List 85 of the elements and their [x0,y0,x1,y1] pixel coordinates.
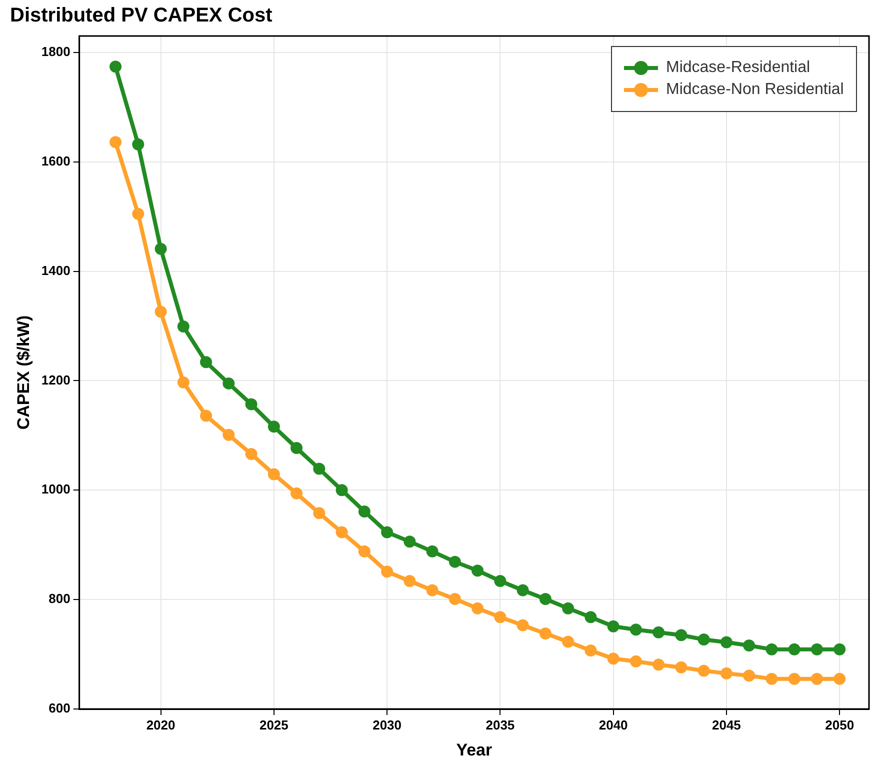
point [584,611,597,624]
point [562,636,574,648]
point [472,564,484,577]
point [177,376,190,388]
legend-label: Midcase-Residential [666,59,810,77]
point [516,584,529,596]
point [426,545,438,558]
y-tick-label: 800 [48,591,70,606]
point [290,442,303,454]
point [652,626,665,638]
point [630,624,642,636]
point [743,670,756,682]
point [766,672,778,685]
y-tick-label: 600 [48,700,70,716]
point [472,602,484,614]
point [675,629,688,642]
point [154,242,167,255]
point [834,643,846,656]
y-tick-label: 1200 [41,372,70,388]
point [154,306,167,318]
point [562,602,574,614]
point [448,556,461,568]
point [788,672,800,685]
point [494,574,506,587]
point [404,536,416,548]
x-tick-label: 2035 [486,717,515,732]
x-tick-label: 2050 [825,717,854,732]
point [607,620,620,632]
point [584,644,597,656]
point [358,505,370,518]
point [448,593,461,606]
point [516,619,529,632]
point [313,462,326,475]
point [539,627,552,640]
point [426,584,438,596]
point [720,667,732,680]
point [539,593,552,606]
x-tick-label: 2040 [598,717,628,732]
point [381,566,394,578]
x-tick-label: 2025 [259,717,288,732]
x-tick-label: 2045 [712,717,741,732]
point [720,636,732,648]
point [766,643,778,656]
point [132,138,144,150]
point [110,60,122,73]
point [630,655,642,668]
point [494,611,506,624]
point [245,448,258,460]
y-tick-label: 1600 [41,153,70,168]
point [245,398,258,410]
point [177,320,190,333]
point [336,484,348,496]
point [268,468,280,480]
x-axis-title: Year [456,740,492,760]
point [336,526,348,538]
point [698,634,710,646]
y-axis-title: CAPEX ($/kW) [14,315,33,430]
point [200,410,212,422]
chart-title: Distributed PV CAPEX Cost [10,4,273,27]
point [810,643,823,656]
point [268,420,280,433]
point [743,640,756,652]
point [381,526,394,538]
point [404,574,416,587]
point [313,507,326,520]
x-tick-label: 2020 [146,717,176,732]
point [607,652,620,665]
point [834,672,846,685]
point [132,208,144,220]
point [222,428,235,441]
point [652,658,665,671]
point [222,377,235,390]
y-tick-label: 1800 [41,44,70,59]
point [200,356,212,368]
legend-label: Midcase-Non Residential [666,81,844,99]
y-tick-label: 1000 [41,482,70,497]
x-tick-label: 2030 [372,717,402,732]
point [788,643,800,656]
point [110,136,122,148]
point [810,672,823,685]
y-tick-label: 1400 [41,262,70,278]
point [358,545,370,558]
point [290,487,303,500]
point [698,664,710,677]
point [675,661,688,674]
